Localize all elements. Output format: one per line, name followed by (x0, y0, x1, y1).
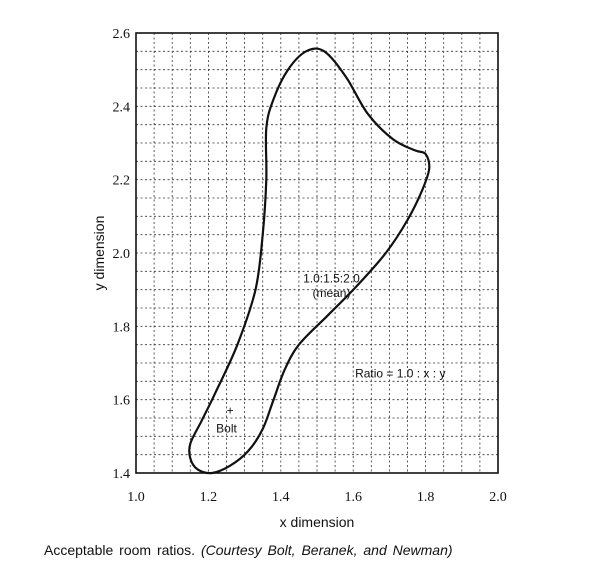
y-tick-label: 1.8 (113, 320, 131, 335)
x-tick-label: 1.8 (417, 490, 435, 505)
y-tick-labels: 1.4 1.6 1.8 2.0 2.2 2.4 2.6 (113, 27, 131, 482)
y-tick-label: 2.6 (113, 27, 131, 42)
plot-frame (135, 32, 499, 474)
figure-caption: Acceptable room ratios. (Courtesy Bolt, … (44, 542, 453, 558)
x-tick-label: 2.0 (489, 490, 507, 505)
x-tick-labels: 1.0 1.2 1.4 1.6 1.8 2.0 (127, 490, 507, 505)
y-tick-label: 1.6 (113, 394, 131, 409)
x-axis-label: x dimension (280, 514, 355, 530)
y-tick-label: 2.4 (113, 100, 131, 115)
y-axis-label: y dimension (91, 216, 107, 291)
annotation-label: Bolt (216, 422, 237, 436)
annotation-label: + (227, 403, 234, 417)
x-tick-label: 1.4 (272, 490, 290, 505)
x-tick-label: 1.0 (127, 490, 145, 505)
y-tick-label: 2.0 (113, 247, 131, 262)
caption-text: Acceptable room ratios. (44, 542, 196, 558)
annotation-label: (mean) (312, 286, 350, 300)
grid (136, 33, 498, 473)
y-tick-label: 1.4 (113, 467, 131, 482)
x-tick-label: 1.6 (344, 490, 362, 505)
annotation-label: Ratio = 1.0 : x : y (355, 367, 445, 381)
acceptable-region-contour (188, 47, 431, 475)
caption-credit: (Courtesy Bolt, Beranek, and Newman) (200, 542, 453, 558)
annotation-label: 1.0:1.5:2.0 (303, 271, 360, 285)
x-tick-label: 1.2 (200, 490, 218, 505)
room-ratio-chart: 1.0 1.2 1.4 1.6 1.8 2.0 1.4 1.6 1.8 2.0 2.2 2.4 2.6… (91, 27, 507, 530)
annotations: 1.0:1.5:2.0(mean) Ratio = 1.0 : x : y + Bol… (216, 271, 445, 435)
y-tick-label: 2.2 (113, 174, 131, 189)
